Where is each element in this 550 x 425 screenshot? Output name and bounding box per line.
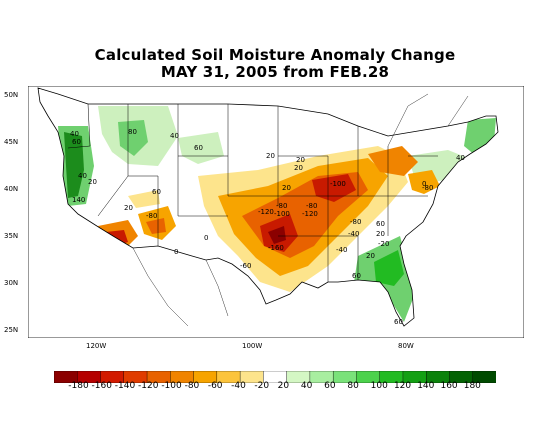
legend-label: -180	[68, 381, 89, 391]
contour-label: -80	[276, 202, 287, 210]
contour-label: 0	[422, 180, 426, 188]
contour-label: 20	[88, 178, 97, 186]
contour-label: -80	[350, 218, 361, 226]
state-boundaries	[67, 103, 438, 282]
lat-label-30n: 30N	[4, 279, 19, 287]
legend-label: 100	[370, 381, 388, 391]
legend-label: -120	[138, 381, 159, 391]
lon-label-120w: 120W	[86, 342, 107, 350]
contour-label: 20	[124, 204, 133, 212]
contour-label: -160	[268, 244, 284, 252]
contour-label: -40	[336, 246, 347, 254]
contour-label: 60	[376, 220, 385, 228]
legend-label: 180	[463, 381, 481, 391]
legend-label: 40	[300, 381, 313, 391]
contour-label: 20	[376, 230, 385, 238]
legend-label: -160	[91, 381, 112, 391]
contour-label: 40	[78, 172, 87, 180]
lat-label-25n: 25N	[4, 326, 19, 334]
contour-label: -80	[422, 184, 433, 192]
us-outline	[37, 87, 499, 327]
contour-label: 80	[128, 128, 137, 136]
contour-label: 40	[70, 130, 79, 138]
legend-label: 160	[440, 381, 458, 391]
legend-swatch	[472, 371, 496, 383]
contour-label: -40	[348, 230, 359, 238]
legend-label: -40	[231, 381, 246, 391]
contour-label: 20	[296, 156, 305, 164]
lat-label-40n: 40N	[4, 185, 19, 193]
legend-label: 60	[324, 381, 336, 391]
legend-label: 20	[277, 381, 290, 391]
contour-label: 20	[366, 252, 375, 260]
contour-label: -120	[258, 208, 274, 216]
legend-label: -20	[254, 381, 270, 391]
contour-label: 20	[266, 152, 275, 160]
contour-label: 20	[294, 164, 303, 172]
legend-label: -80	[184, 381, 200, 391]
contour-label: 60	[352, 272, 361, 280]
contour-label: 60	[394, 318, 403, 326]
contour-label: 0	[174, 248, 178, 256]
legend-label: 120	[393, 381, 412, 391]
contour-label: -80	[306, 202, 317, 210]
contour-label: 60	[72, 138, 81, 146]
contour-labels: 40 80 40 60 20 140 40 20 60 -80 20 20 20…	[70, 128, 465, 326]
contour-label: 20	[282, 184, 291, 192]
contour-label: -80	[146, 212, 157, 220]
contour-label: -100	[330, 180, 346, 188]
contour-label: 0	[204, 234, 208, 242]
contour-label: 60	[152, 188, 161, 196]
contour-label: 40	[456, 154, 465, 162]
legend-colorbar	[54, 371, 496, 383]
background-borders	[132, 93, 469, 327]
lon-label-100w: 100W	[242, 342, 263, 350]
lat-label-50n: 50N	[4, 91, 19, 99]
map-title: Calculated Soil Moisture Anomaly Change	[94, 46, 456, 64]
legend-label: 80	[347, 381, 359, 391]
legend-label: -60	[207, 381, 223, 391]
lat-label-35n: 35N	[4, 232, 19, 240]
contour-label: 60	[194, 144, 203, 152]
contour-label: -120	[302, 210, 318, 218]
map-subtitle: MAY 31, 2005 from FEB.28	[160, 63, 390, 81]
contour-label: -60	[240, 262, 251, 270]
contour-label: 40	[170, 132, 179, 140]
lon-label-80w: 80W	[398, 342, 414, 350]
contour-label: -20	[378, 240, 389, 248]
lat-label-45n: 45N	[4, 138, 19, 146]
legend-label: -140	[114, 381, 136, 391]
legend-label: 140	[417, 381, 435, 391]
contour-label: -100	[274, 210, 290, 218]
soil-moisture-map: 40 80 40 60 20 140 40 20 60 -80 20 20 20…	[28, 86, 524, 338]
contour-label: 140	[72, 196, 85, 204]
legend-label: -100	[161, 381, 182, 391]
